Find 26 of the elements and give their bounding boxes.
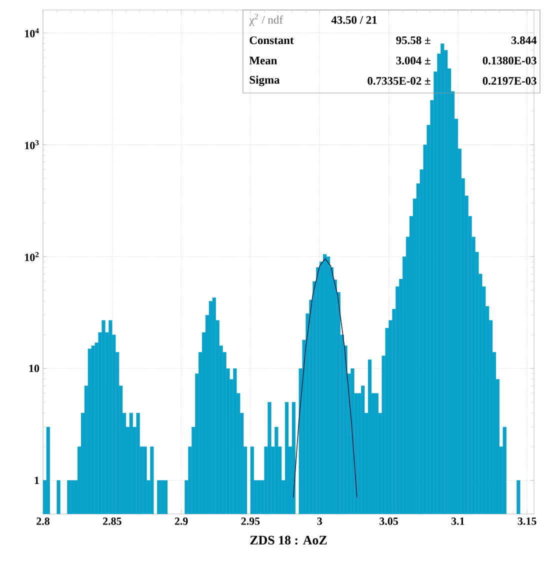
x-tick-label: 3.1	[451, 518, 464, 525]
x-tick-label: 3.05	[380, 518, 398, 525]
annotation: χ$^{2}$ / ndf	[249, 14, 283, 26]
annotation: 0.1380E-03	[482, 56, 536, 64]
x-tick-label: 3.15	[518, 518, 536, 525]
x-tick-label: 2.9	[174, 518, 188, 525]
x-tick-label: 2.8	[36, 518, 50, 525]
x-axis-title: ZDS 18 : AoZ	[250, 536, 327, 545]
annotation: Constant	[250, 36, 294, 44]
annotation: 3.844	[511, 36, 537, 44]
line-series	[292, 258, 358, 498]
annotation: 3.004 ±	[396, 56, 430, 64]
annotation: 0.2197E-03	[482, 77, 536, 85]
annotation: 95.58 ±	[396, 36, 430, 44]
x-tick-label: 3	[317, 518, 322, 525]
annotation: 0.7335E-02 ±	[368, 77, 430, 85]
y-tick-label: 10$^{2}$	[25, 252, 39, 262]
x-tick-label: 2.95	[241, 518, 260, 525]
y-tick-label: 10$^{3}$	[25, 140, 39, 150]
annotation: Sigma	[250, 76, 280, 86]
annotation: Mean	[249, 56, 278, 64]
y-tick-label: 10	[29, 364, 40, 372]
x-tick-label: 2.85	[103, 518, 122, 525]
y-tick-label: 10$^{4}$	[25, 28, 39, 38]
y-tick-label: 1	[34, 476, 39, 484]
annotation: 43.50 / 21	[331, 16, 377, 24]
